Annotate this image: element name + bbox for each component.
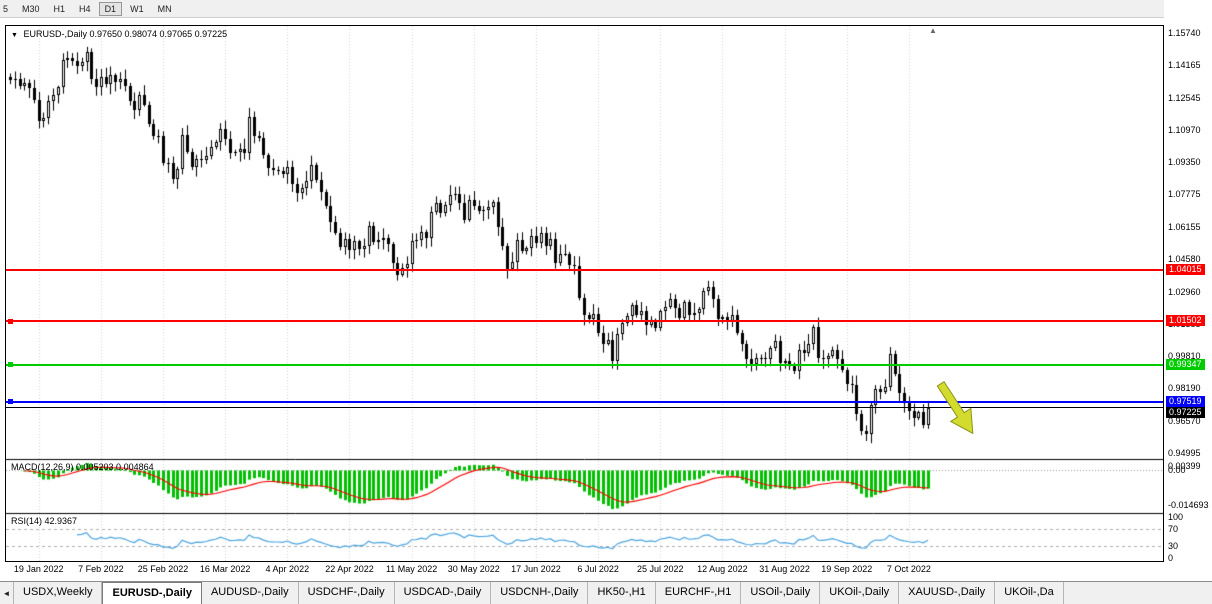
price-axis-label: 1.12545 <box>1168 92 1201 103</box>
date-axis-label: 17 Jun 2022 <box>511 564 561 574</box>
price-axis-label: 1.04580 <box>1168 253 1201 264</box>
rsi-scale-30-label: 30 <box>1168 541 1179 552</box>
rsi-scale-0-label: 0 <box>1168 553 1174 563</box>
chart-title: ▼ EURUSD-,Daily 0.97650 0.98074 0.97065 … <box>11 29 227 39</box>
symbol-menu-icon[interactable]: ▼ <box>11 32 18 39</box>
price-axis-label: 1.06155 <box>1168 222 1201 233</box>
symbol-tab-bar: ◄ USDX,Weekly EURUSD-,Daily AUDUSD-,Daily U… <box>0 581 1212 604</box>
price-axis-label: 1.07775 <box>1168 189 1201 200</box>
price-axis-label: 0.99810 <box>1168 350 1201 361</box>
chart-window <box>5 25 1164 562</box>
price-axis-label: 1.15740 <box>1168 28 1201 38</box>
date-axis[interactable]: 19 Jan 2022 7 Feb 2022 25 Feb 2022 16 Mar 2… <box>0 562 1212 578</box>
price-axis-label: 1.09350 <box>1168 157 1201 168</box>
timeframe-button-h4[interactable]: H4 <box>79 3 91 14</box>
date-axis-label: 25 Feb 2022 <box>137 564 189 574</box>
tab-usdcnh-daily[interactable]: USDCNH-,Daily <box>491 582 589 604</box>
price-axis-label: 1.10970 <box>1168 124 1201 135</box>
timeframe-toolbar: 5 M30 H1 H4 D1 W1 MN <box>0 0 1212 18</box>
chart-shift-marker-icon[interactable]: ▲ <box>929 26 937 35</box>
tab-ukoil-da[interactable]: UKOil-,Da <box>995 582 1064 604</box>
timeframe-button-mn[interactable]: MN <box>157 3 172 14</box>
timeframe-button-w1[interactable]: W1 <box>130 3 144 14</box>
tab-usoil-daily[interactable]: USOil-,Daily <box>741 582 821 604</box>
price-axis-label: 0.96570 <box>1168 416 1201 427</box>
bid-price-line-price-badge: 0.97225 <box>1166 406 1205 418</box>
date-axis-label: 16 Mar 2022 <box>199 564 251 574</box>
tab-usdchf-daily[interactable]: USDCHF-,Daily <box>298 582 395 604</box>
date-axis-label: 19 Jan 2022 <box>13 564 64 574</box>
candlestick-chart-canvas[interactable] <box>6 26 1163 561</box>
date-axis-label: 22 Apr 2022 <box>325 564 374 574</box>
hline-red-lower[interactable] <box>6 320 1163 323</box>
date-axis-label: 12 Aug 2022 <box>697 564 748 574</box>
tab-xauusd-daily[interactable]: XAUUSD-,Daily <box>899 582 996 604</box>
price-axis-label: 1.14165 <box>1168 59 1201 70</box>
date-axis-label: 7 Oct 2022 <box>886 564 931 574</box>
tabs-container: USDX,Weekly EURUSD-,Daily AUDUSD-,Daily USD… <box>14 582 1064 604</box>
price-axis-label: 1.02960 <box>1168 286 1201 297</box>
chart-ohlc-values: 0.97650 0.98074 0.97065 0.97225 <box>89 29 228 39</box>
date-axis-label: 11 May 2022 <box>385 564 438 574</box>
tab-usdcad-daily[interactable]: USDCAD-,Daily <box>394 582 492 604</box>
macd-scale-min-label: -0.014693 <box>1168 500 1209 510</box>
down-arrow-annotation[interactable] <box>929 376 985 442</box>
date-axis-label: 25 Jul 2022 <box>636 564 684 574</box>
date-axis-label: 4 Apr 2022 <box>265 564 310 574</box>
bid-price-line[interactable] <box>6 407 1163 409</box>
tab-eurusd-daily[interactable]: EURUSD-,Daily <box>102 582 202 604</box>
macd-scale-zero-label: 0.00 <box>1168 465 1186 476</box>
tab-usdx-weekly[interactable]: USDX,Weekly <box>14 582 103 604</box>
date-axis-label: 7 Feb 2022 <box>78 564 124 574</box>
rsi-indicator-label: RSI(14) 42.9367 <box>11 516 78 526</box>
rsi-scale-70-label: 70 <box>1168 523 1179 534</box>
timeframe-button-h1[interactable]: H1 <box>53 3 66 14</box>
date-axis-label: 19 Sep 2022 <box>821 564 873 574</box>
price-axis-label: 0.94995 <box>1168 448 1201 458</box>
tab-hk50-h1[interactable]: HK50-,H1 <box>588 582 656 604</box>
hline-green-price-badge: 0.99347 <box>1166 358 1205 370</box>
macd-indicator-label: MACD(12,26,9) 0.005203 0.004864 <box>11 462 154 472</box>
tab-eurchf-h1[interactable]: EURCHF-,H1 <box>655 582 742 604</box>
hline-red-upper-price-badge: 1.04015 <box>1166 264 1205 276</box>
hline-red-lower-price-badge: 1.01502 <box>1166 315 1205 327</box>
chart-symbol-period: EURUSD-,Daily <box>23 29 87 39</box>
date-axis-label: 30 May 2022 <box>447 564 500 574</box>
date-axis-label: 31 Aug 2022 <box>759 564 810 574</box>
price-axis-label: 0.98190 <box>1168 383 1201 394</box>
timeframe-button-d1[interactable]: D1 <box>98 1 123 16</box>
timeframe-button-5[interactable]: 5 <box>3 3 9 14</box>
timeframe-button-m30[interactable]: M30 <box>22 3 40 14</box>
tab-scroll-left-button[interactable]: ◄ <box>0 582 14 604</box>
hline-green[interactable] <box>6 363 1163 366</box>
price-axis[interactable]: 1.15740 1.14165 1.12545 1.10970 1.09350 1.077… <box>1164 0 1212 580</box>
hline-red-upper[interactable] <box>6 269 1163 272</box>
hline-blue[interactable] <box>6 400 1163 403</box>
tab-audusd-daily[interactable]: AUDUSD-,Daily <box>201 582 299 604</box>
hline-blue-price-badge: 0.97519 <box>1166 395 1205 407</box>
date-axis-label: 6 Jul 2022 <box>577 564 619 574</box>
rsi-scale-100-label: 100 <box>1168 512 1184 522</box>
tab-ukoil-daily[interactable]: UKOil-,Daily <box>820 582 900 604</box>
macd-scale-max-label: 0.00399 <box>1168 461 1201 471</box>
